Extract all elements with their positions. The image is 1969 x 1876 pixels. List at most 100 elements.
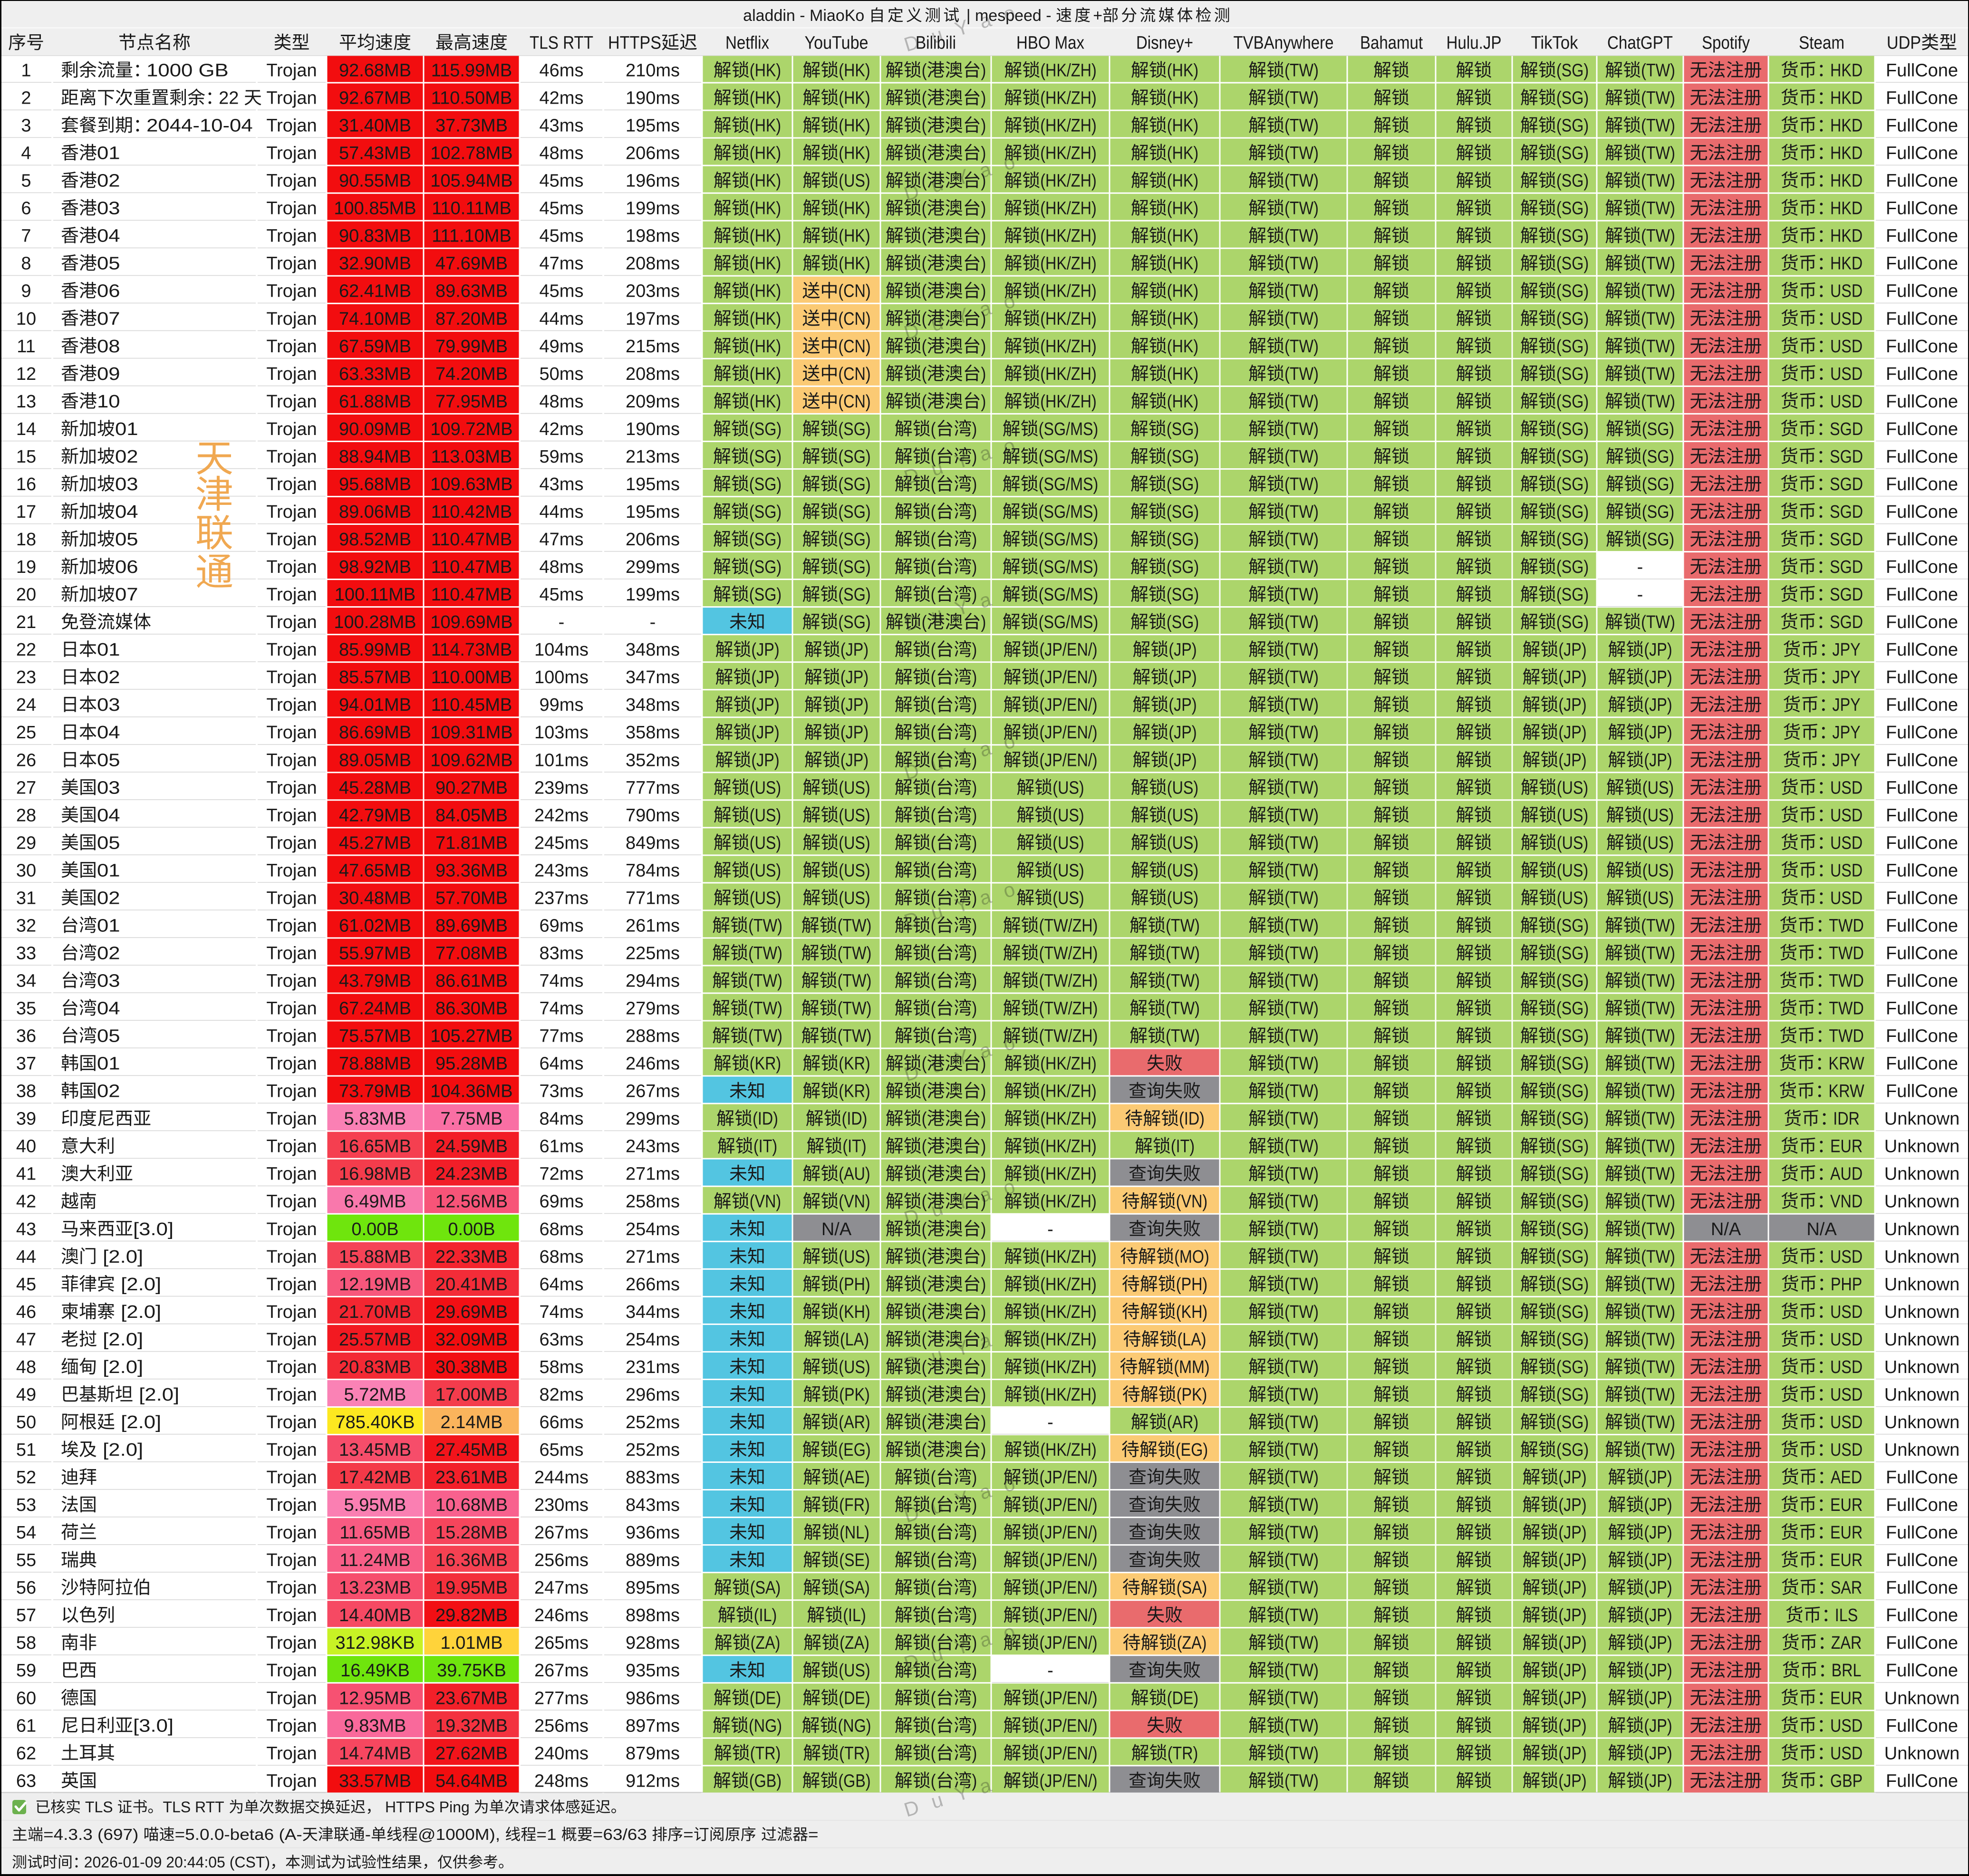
svg-text:90.27MB: 90.27MB bbox=[435, 778, 508, 798]
svg-text:110.47MB: 110.47MB bbox=[431, 530, 512, 550]
svg-text:109.63MB: 109.63MB bbox=[430, 474, 512, 494]
svg-text:777ms: 777ms bbox=[626, 778, 680, 798]
svg-text:FullCone: FullCone bbox=[1886, 364, 1958, 384]
svg-text:8: 8 bbox=[21, 254, 31, 274]
svg-text:39: 39 bbox=[16, 1109, 36, 1129]
svg-text:16.65MB: 16.65MB bbox=[339, 1137, 411, 1157]
svg-text:265ms: 265ms bbox=[534, 1633, 589, 1653]
svg-text:254ms: 254ms bbox=[626, 1219, 680, 1239]
svg-text:FullCone: FullCone bbox=[1886, 171, 1958, 191]
svg-text:Trojan: Trojan bbox=[266, 1550, 317, 1570]
svg-text:Trojan: Trojan bbox=[266, 612, 317, 632]
svg-text:16.98MB: 16.98MB bbox=[339, 1164, 411, 1184]
svg-text:Trojan: Trojan bbox=[266, 750, 317, 770]
svg-text:Trojan: Trojan bbox=[266, 116, 317, 136]
svg-text:62: 62 bbox=[16, 1743, 36, 1763]
svg-text:2044-10-04: 2044-10-04 bbox=[146, 116, 253, 136]
svg-text:FullCone: FullCone bbox=[1886, 1550, 1958, 1570]
svg-text:65ms: 65ms bbox=[540, 1440, 584, 1460]
svg-text:44ms: 44ms bbox=[540, 502, 584, 522]
svg-text:03: 03 bbox=[97, 695, 120, 715]
svg-text:01: 01 bbox=[97, 861, 120, 880]
svg-text:100.11MB: 100.11MB bbox=[335, 585, 415, 605]
svg-text:19.32MB: 19.32MB bbox=[435, 1716, 508, 1736]
svg-text:Trojan: Trojan bbox=[266, 502, 317, 522]
svg-text:FullCone: FullCone bbox=[1886, 557, 1958, 577]
svg-text:| mespeed -: | mespeed - bbox=[962, 7, 1056, 25]
svg-text:85.99MB: 85.99MB bbox=[339, 640, 411, 660]
svg-text:190ms: 190ms bbox=[626, 88, 680, 108]
svg-text:[2.0]: [2.0] bbox=[97, 1247, 143, 1267]
svg-text:24.23MB: 24.23MB bbox=[435, 1164, 508, 1184]
svg-text:19: 19 bbox=[16, 557, 36, 577]
svg-text:29: 29 bbox=[16, 833, 36, 853]
svg-text:38: 38 bbox=[16, 1082, 36, 1102]
svg-text:=1: =1 bbox=[536, 1826, 561, 1843]
svg-text:Trojan: Trojan bbox=[266, 281, 317, 301]
svg-text:Trojan: Trojan bbox=[266, 474, 317, 494]
svg-text:105.94MB: 105.94MB bbox=[430, 171, 512, 191]
svg-text:101ms: 101ms bbox=[534, 750, 589, 770]
svg-text:03: 03 bbox=[97, 971, 120, 991]
svg-text:FullCone: FullCone bbox=[1886, 1523, 1958, 1543]
svg-text:93.36MB: 93.36MB bbox=[435, 861, 508, 880]
svg-text:Unknown: Unknown bbox=[1884, 1412, 1959, 1432]
svg-text:Hulu.JP: Hulu.JP bbox=[1447, 33, 1502, 53]
svg-text:256ms: 256ms bbox=[534, 1716, 589, 1736]
svg-text:Unknown: Unknown bbox=[1884, 1192, 1959, 1212]
svg-text:63ms: 63ms bbox=[540, 1330, 584, 1350]
svg-text:03: 03 bbox=[97, 199, 120, 219]
svg-text:04: 04 bbox=[115, 502, 138, 522]
svg-text:29.69MB: 29.69MB bbox=[435, 1302, 508, 1322]
svg-text:20.41MB: 20.41MB bbox=[435, 1275, 508, 1295]
svg-text:64ms: 64ms bbox=[540, 1054, 584, 1074]
svg-text:23.67MB: 23.67MB bbox=[435, 1688, 508, 1708]
svg-text:17: 17 bbox=[16, 502, 36, 522]
svg-text:02: 02 bbox=[115, 447, 138, 467]
svg-text:256ms: 256ms bbox=[534, 1550, 589, 1570]
svg-text:05: 05 bbox=[97, 1026, 120, 1046]
svg-text:40: 40 bbox=[16, 1137, 36, 1157]
svg-text:FullCone: FullCone bbox=[1886, 1495, 1958, 1515]
svg-text:82ms: 82ms bbox=[540, 1385, 584, 1405]
svg-text:243ms: 243ms bbox=[534, 861, 589, 880]
svg-text:Trojan: Trojan bbox=[266, 1219, 317, 1239]
svg-text:FullCone: FullCone bbox=[1886, 971, 1958, 991]
svg-text:12: 12 bbox=[16, 364, 36, 384]
svg-text:30.48MB: 30.48MB bbox=[339, 888, 411, 908]
svg-text:230ms: 230ms bbox=[534, 1495, 589, 1515]
svg-text:HTTPS: HTTPS bbox=[608, 33, 661, 53]
svg-text:100ms: 100ms bbox=[534, 667, 589, 687]
svg-text:248ms: 248ms bbox=[534, 1771, 589, 1791]
svg-text:FullCone: FullCone bbox=[1886, 502, 1958, 522]
svg-text:104.36MB: 104.36MB bbox=[430, 1082, 512, 1102]
svg-text:15: 15 bbox=[16, 447, 36, 467]
svg-text:30: 30 bbox=[16, 861, 36, 880]
svg-text:254ms: 254ms bbox=[626, 1330, 680, 1350]
svg-text:54.64MB: 54.64MB bbox=[435, 1771, 508, 1791]
svg-text:261ms: 261ms bbox=[626, 916, 680, 936]
svg-text:FullCone: FullCone bbox=[1886, 199, 1958, 219]
svg-text:109.62MB: 109.62MB bbox=[430, 750, 512, 770]
svg-text:Unknown: Unknown bbox=[1884, 1164, 1959, 1184]
svg-text:242ms: 242ms bbox=[534, 805, 589, 825]
svg-text:928ms: 928ms bbox=[626, 1633, 680, 1653]
svg-text:92.68MB: 92.68MB bbox=[339, 61, 411, 81]
svg-text:843ms: 843ms bbox=[626, 1495, 680, 1515]
svg-text:Trojan: Trojan bbox=[266, 833, 317, 853]
svg-text:Unknown: Unknown bbox=[1884, 1440, 1959, 1460]
svg-text:113.03MB: 113.03MB bbox=[431, 447, 512, 467]
svg-text:35: 35 bbox=[16, 999, 36, 1019]
svg-text:10: 10 bbox=[16, 309, 36, 329]
svg-text:Trojan: Trojan bbox=[266, 723, 317, 743]
svg-text:32.90MB: 32.90MB bbox=[339, 254, 411, 274]
svg-text:27.45MB: 27.45MB bbox=[435, 1440, 508, 1460]
svg-text:21.70MB: 21.70MB bbox=[339, 1302, 411, 1322]
svg-text:01: 01 bbox=[97, 144, 120, 164]
svg-text:190ms: 190ms bbox=[626, 419, 680, 439]
svg-text:75.57MB: 75.57MB bbox=[339, 1026, 411, 1046]
svg-text:Trojan: Trojan bbox=[266, 1523, 317, 1543]
svg-text:Bilibili: Bilibili bbox=[916, 33, 956, 53]
svg-text:45ms: 45ms bbox=[540, 226, 584, 246]
svg-text:74.10MB: 74.10MB bbox=[339, 309, 411, 329]
